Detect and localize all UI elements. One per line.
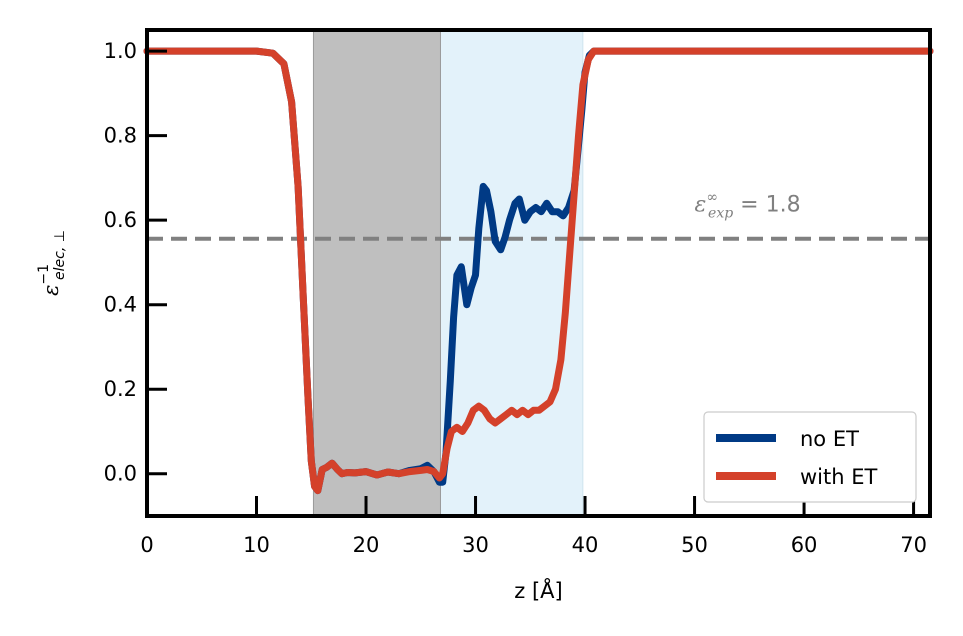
series-line-with-et xyxy=(143,47,934,495)
y-axis-title-sup: −1 xyxy=(36,264,52,285)
series-lines xyxy=(143,47,934,495)
annotation-epsilon: ε∞ exp = 1.8 xyxy=(695,189,801,221)
plot-frame xyxy=(145,28,932,518)
x-tick-label-70: 70 xyxy=(900,533,927,557)
y-tick-label-0.8: 0.8 xyxy=(104,124,137,148)
y-axis-title-main: ε xyxy=(39,285,63,296)
annotation-sup: ∞ xyxy=(706,189,718,205)
shaded-region-0 xyxy=(313,30,441,516)
annotation-rest: = 1.8 xyxy=(733,192,800,217)
annotation-base: ε xyxy=(695,192,707,217)
x-tick-label-10: 10 xyxy=(243,533,270,557)
y-tick-label-0.4: 0.4 xyxy=(104,293,137,317)
y-axis-title-sub: elec, ⊥ xyxy=(52,230,68,280)
axis-ticks: 0 10 20 30 40 50 60 70 0.0 0.2 0.4 0.6 0.8 1.0 xyxy=(104,39,927,557)
y-tick-label-0.2: 0.2 xyxy=(104,377,137,401)
y-tick-label-0: 0.0 xyxy=(104,462,137,486)
x-tick-label-0: 0 xyxy=(140,533,153,557)
legend: no ET with ET xyxy=(703,411,917,503)
y-tick-label-0.6: 0.6 xyxy=(104,208,137,232)
x-tick-label-20: 20 xyxy=(353,533,380,557)
x-tick-label-40: 40 xyxy=(572,533,599,557)
annotation-sub: exp xyxy=(708,205,733,221)
y-tick-label-1: 1.0 xyxy=(104,39,137,63)
x-axis-title: z [Å] xyxy=(514,577,562,603)
x-tick-label-60: 60 xyxy=(791,533,818,557)
legend-label-with-et: with ET xyxy=(800,465,877,489)
x-tick-label-30: 30 xyxy=(462,533,489,557)
x-tick-label-50: 50 xyxy=(681,533,708,557)
legend-label-no-et: no ET xyxy=(800,427,859,451)
y-axis-title: ε−1elec, ⊥ xyxy=(36,230,68,296)
